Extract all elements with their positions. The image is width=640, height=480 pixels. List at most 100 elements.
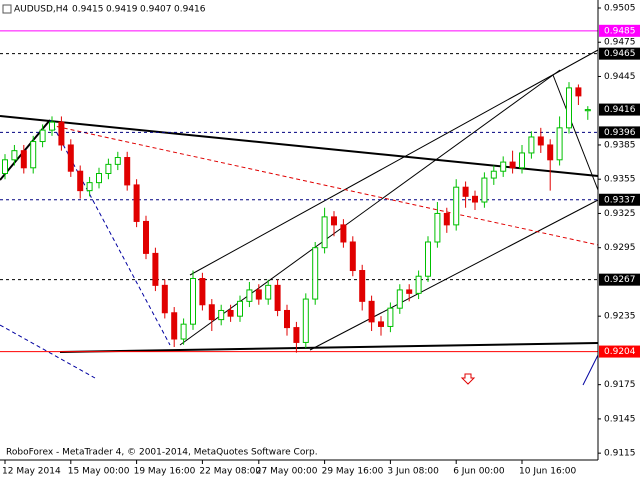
- level-label: 0.9267: [604, 275, 636, 285]
- candle-body: [180, 323, 187, 340]
- candle-body: [500, 161, 507, 172]
- candle-body: [321, 216, 328, 249]
- candle-body: [434, 212, 441, 243]
- y-tick-label: 0.9295: [604, 243, 636, 253]
- y-tick-label: 0.9355: [604, 175, 636, 185]
- y-tick-label: 0.9505: [604, 3, 636, 13]
- candle-body: [284, 309, 290, 329]
- candle-body: [425, 241, 431, 277]
- candle-body: [443, 212, 450, 226]
- level-label: 0.9337: [604, 195, 636, 205]
- candle-body: [481, 177, 488, 203]
- level-tag: [599, 24, 640, 37]
- candle-body: [265, 284, 272, 300]
- candle-body: [359, 270, 366, 302]
- candle-body: [537, 136, 544, 146]
- candle-body: [453, 186, 460, 226]
- level-tag: [599, 345, 640, 358]
- candle-body: [302, 298, 309, 343]
- x-tick-label: 3 Jun 08:00: [387, 467, 439, 477]
- y-tick-label: 0.9325: [604, 209, 636, 219]
- y-tick-label: 0.9445: [604, 72, 636, 82]
- candle-body: [30, 141, 37, 169]
- candle-body: [349, 241, 356, 272]
- footer: RoboForex - MetaTrader 4, © 2001-2014, M…: [6, 448, 318, 458]
- candle-body: [161, 284, 168, 314]
- plot-area: [0, 30, 598, 353]
- candle-body: [190, 278, 196, 325]
- candle-body: [472, 195, 478, 203]
- candle-body: [462, 186, 469, 197]
- candle-body: [171, 312, 178, 340]
- last-price-label: 0.9416: [604, 105, 636, 115]
- candle-body: [237, 300, 243, 317]
- candle-body: [49, 121, 55, 131]
- candle-body: [208, 304, 215, 321]
- trendlines: [0, 49, 599, 386]
- header-close: 0.9416: [174, 5, 206, 15]
- candle-body: [312, 247, 319, 300]
- candle-body: [77, 170, 84, 192]
- candle-body: [58, 121, 65, 146]
- candle-body: [387, 307, 394, 327]
- x-tick-label: 15 May 00:00: [68, 467, 130, 477]
- candle-body: [199, 278, 206, 306]
- candle-body: [114, 157, 121, 165]
- x-tick-label: 27 May 00:00: [256, 467, 318, 477]
- candle-body: [96, 172, 102, 184]
- candle-body: [378, 321, 384, 327]
- symbol-icon: [2, 4, 12, 14]
- candle-body: [519, 152, 525, 169]
- candle-body: [575, 87, 582, 97]
- y-tick-label: 0.9115: [604, 449, 636, 459]
- candle-body: [255, 289, 262, 300]
- candle-body: [227, 309, 234, 317]
- candle-body: [39, 129, 46, 143]
- candle-body: [396, 289, 403, 309]
- header-open: 0.9415: [72, 5, 104, 15]
- candle-body: [547, 144, 554, 161]
- candle-body: [105, 163, 112, 174]
- candle-body: [368, 300, 375, 323]
- candle-body: [246, 289, 253, 302]
- candle-body: [143, 220, 149, 254]
- candle-body: [293, 327, 300, 343]
- level-label: 0.9396: [604, 128, 636, 138]
- x-tick-label: 29 May 16:00: [322, 467, 384, 477]
- header-high: 0.9419: [106, 5, 138, 15]
- candle-body: [152, 252, 159, 286]
- candle-body: [331, 216, 337, 226]
- candle-body: [124, 157, 131, 186]
- level-tag: [599, 273, 640, 286]
- header-low: 0.9407: [140, 5, 172, 15]
- y-tick-label: 0.9475: [604, 38, 636, 48]
- level-label: 0.9465: [604, 49, 636, 59]
- candle-body: [86, 182, 93, 192]
- x-tick-label: 6 Jun 00:00: [453, 467, 505, 477]
- x-tick-label: 10 Jun 16:00: [519, 467, 576, 477]
- level-tag: [599, 193, 640, 206]
- candle-body: [406, 289, 413, 294]
- candle-body: [509, 161, 516, 169]
- candle-body: [11, 150, 18, 161]
- y-tick-label: 0.9385: [604, 140, 636, 150]
- candle-body: [556, 127, 563, 161]
- candle-body: [218, 309, 225, 321]
- x-tick-label: 22 May 08:00: [199, 467, 261, 477]
- candle-body: [528, 136, 535, 154]
- y-tick-label: 0.9175: [604, 380, 636, 390]
- level-tag: [599, 47, 640, 60]
- candle-body: [20, 150, 27, 169]
- candle-body: [67, 144, 74, 172]
- candle-body: [133, 184, 140, 222]
- level-label: 0.9485: [604, 26, 636, 36]
- last-price-tag: [599, 103, 640, 116]
- level-label: 0.9204: [604, 347, 636, 357]
- candle-body: [274, 284, 281, 311]
- candle-body: [584, 109, 591, 112]
- x-tick-label: 12 May 2014: [2, 467, 61, 477]
- candle-body: [415, 275, 422, 294]
- candle-body: [566, 87, 572, 129]
- level-tag: [599, 126, 640, 139]
